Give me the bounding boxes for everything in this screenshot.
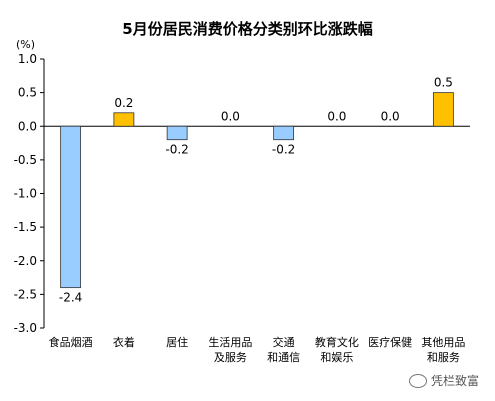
chart-title: 5月份居民消费价格分类别环比涨跌幅 <box>122 20 373 38</box>
x-tick-label: 生活用品 <box>208 335 252 349</box>
data-label: 0.0 <box>221 109 240 123</box>
bar <box>432 92 454 127</box>
data-label: 0.0 <box>327 109 346 123</box>
x-tick-label: 居住 <box>166 335 188 349</box>
y-tick-label: -1.0 <box>14 187 37 201</box>
data-label: 0.5 <box>434 76 453 90</box>
y-tick-label: 0.5 <box>18 86 37 100</box>
x-tick-label: 衣着 <box>113 335 135 349</box>
data-label: 0.2 <box>114 96 133 110</box>
bar <box>273 125 295 141</box>
bar <box>113 112 135 127</box>
x-tick-label: 食品烟酒 <box>49 335 93 349</box>
data-label: -0.2 <box>272 143 295 157</box>
x-tick-label: 教育文化 <box>315 335 359 349</box>
x-tick-label: 医疗保健 <box>368 335 412 349</box>
y-tick-label: -2.5 <box>14 287 37 301</box>
x-tick-label: 交通 <box>273 335 295 349</box>
watermark: 凭栏致富 <box>408 372 479 389</box>
y-tick-label: -2.0 <box>14 254 37 268</box>
data-label: -0.2 <box>165 143 188 157</box>
watermark-text: 凭栏致富 <box>430 374 479 388</box>
y-tick-label: -1.5 <box>14 220 37 234</box>
x-tick-label: 和通信 <box>267 351 300 364</box>
x-tick-label: 和娱乐 <box>320 350 353 364</box>
x-tick-label: 及服务 <box>214 351 247 364</box>
y-tick-label: 1.0 <box>18 52 37 66</box>
data-label: 0.0 <box>381 109 400 123</box>
data-label: -2.4 <box>59 291 82 305</box>
y-tick-label: -3.0 <box>14 321 37 335</box>
wechat-icon <box>408 373 427 388</box>
x-tick-label: 和服务 <box>427 351 460 364</box>
bar <box>60 125 82 289</box>
x-tick-label: 其他用品 <box>421 336 465 349</box>
bar <box>166 125 188 141</box>
y-tick-label: 0.0 <box>18 119 37 133</box>
y-axis-unit: (%) <box>16 38 36 51</box>
y-tick-label: -0.5 <box>14 153 37 167</box>
